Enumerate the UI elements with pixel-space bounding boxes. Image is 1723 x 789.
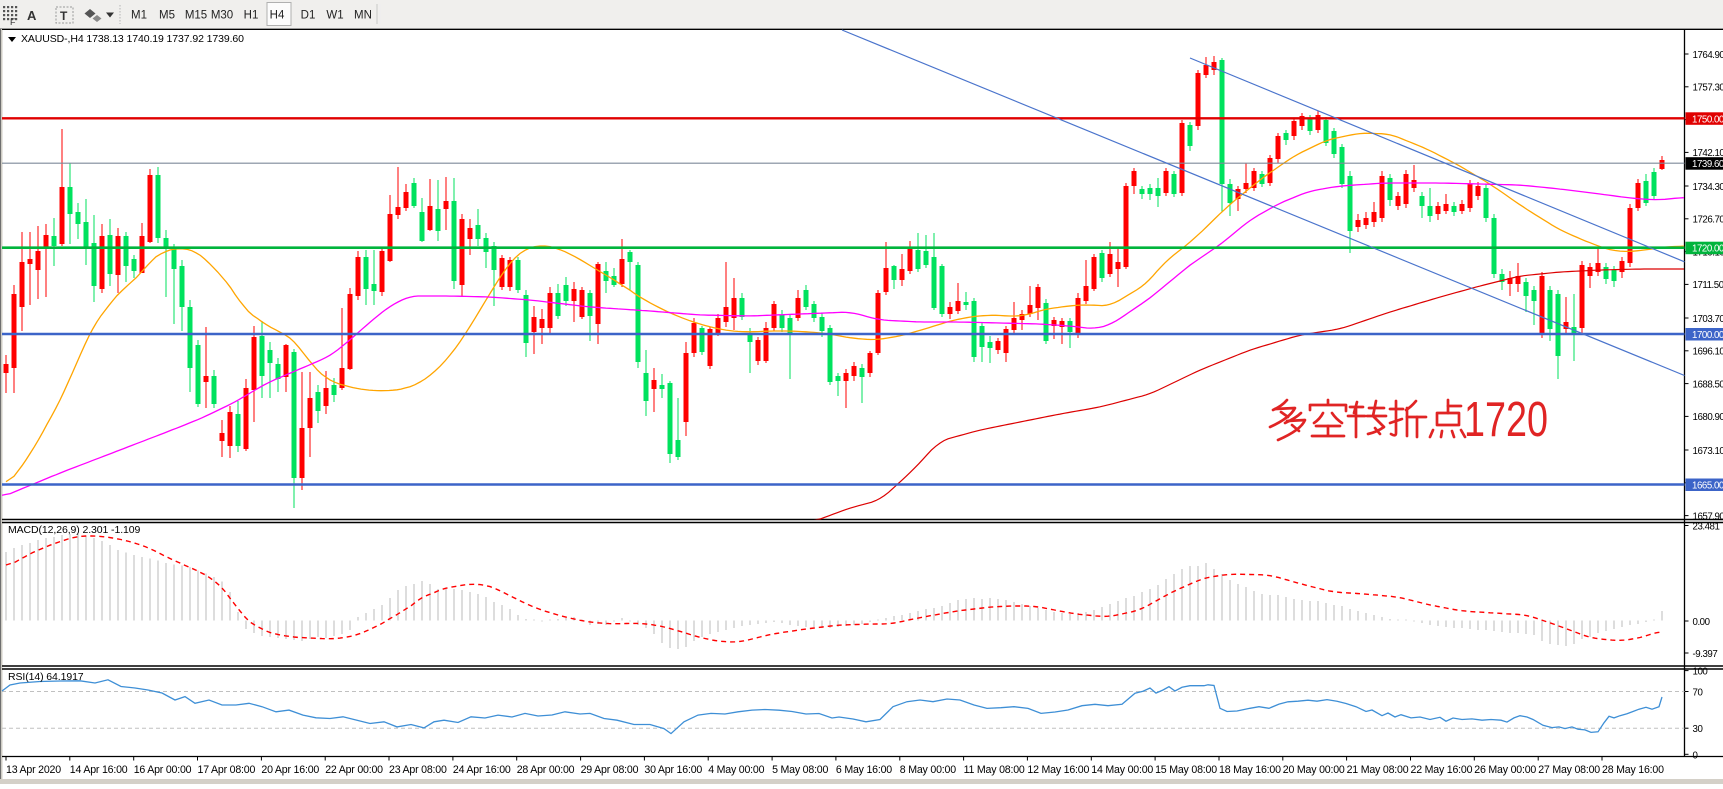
svg-text:1720: 1720	[1464, 393, 1548, 447]
svg-text:M5: M5	[159, 10, 175, 22]
svg-text:26 May 00:00: 26 May 00:00	[1474, 764, 1536, 776]
svg-text:MN: MN	[354, 10, 372, 22]
svg-text:21 May 08:00: 21 May 08:00	[1347, 764, 1409, 776]
svg-text:100: 100	[1693, 667, 1709, 678]
svg-text:0.00: 0.00	[1693, 617, 1711, 628]
svg-text:M1: M1	[131, 10, 147, 22]
svg-text:H4: H4	[270, 10, 285, 22]
svg-text:-9.397: -9.397	[1693, 649, 1718, 660]
svg-text:D1: D1	[301, 10, 316, 22]
svg-text:1700.00: 1700.00	[1692, 330, 1723, 341]
svg-text:29 Apr 08:00: 29 Apr 08:00	[581, 764, 639, 776]
svg-text:RSI(14) 64.1917: RSI(14) 64.1917	[8, 671, 84, 683]
svg-text:20 Apr 16:00: 20 Apr 16:00	[261, 764, 319, 776]
svg-text:1757.30: 1757.30	[1693, 83, 1723, 94]
svg-text:4 May 00:00: 4 May 00:00	[708, 764, 764, 776]
svg-text:28 May 16:00: 28 May 16:00	[1602, 764, 1664, 776]
svg-text:23.481: 23.481	[1693, 522, 1720, 533]
svg-text:8 May 00:00: 8 May 00:00	[900, 764, 956, 776]
svg-text:1764.90: 1764.90	[1693, 50, 1723, 61]
svg-text:1665.00: 1665.00	[1692, 481, 1723, 492]
svg-text:14 Apr 16:00: 14 Apr 16:00	[70, 764, 128, 776]
svg-text:M15: M15	[185, 10, 207, 22]
svg-text:1750.00: 1750.00	[1692, 114, 1723, 125]
svg-text:H1: H1	[244, 10, 259, 22]
svg-text:M30: M30	[211, 10, 233, 22]
svg-text:1703.70: 1703.70	[1693, 314, 1723, 325]
svg-text:MACD(12,26,9) 2.301 -1.109: MACD(12,26,9) 2.301 -1.109	[8, 524, 140, 536]
svg-text:17 Apr 08:00: 17 Apr 08:00	[198, 764, 256, 776]
svg-text:11 May 08:00: 11 May 08:00	[964, 764, 1025, 776]
svg-text:24 Apr 16:00: 24 Apr 16:00	[453, 764, 511, 776]
svg-text:A: A	[27, 8, 37, 23]
svg-text:28 Apr 00:00: 28 Apr 00:00	[517, 764, 575, 776]
svg-text:T: T	[60, 9, 68, 23]
svg-text:1739.60: 1739.60	[1692, 159, 1723, 170]
svg-text:23 Apr 08:00: 23 Apr 08:00	[389, 764, 447, 776]
svg-text:15 May 08:00: 15 May 08:00	[1155, 764, 1217, 776]
svg-text:30: 30	[1693, 724, 1704, 735]
svg-text:22 May 16:00: 22 May 16:00	[1411, 764, 1473, 776]
svg-text:1673.10: 1673.10	[1693, 446, 1723, 457]
svg-text:20 May 00:00: 20 May 00:00	[1283, 764, 1345, 776]
svg-text:1720.00: 1720.00	[1692, 244, 1723, 255]
svg-text:12 May 16:00: 12 May 16:00	[1027, 764, 1089, 776]
svg-text:6 May 16:00: 6 May 16:00	[836, 764, 892, 776]
svg-text:F: F	[10, 17, 16, 27]
svg-text:1726.70: 1726.70	[1693, 215, 1723, 226]
svg-text:1680.90: 1680.90	[1693, 412, 1723, 423]
svg-text:22 Apr 00:00: 22 Apr 00:00	[325, 764, 383, 776]
svg-text:1711.50: 1711.50	[1693, 280, 1723, 291]
svg-text:16 Apr 00:00: 16 Apr 00:00	[134, 764, 192, 776]
svg-text:1734.30: 1734.30	[1693, 182, 1723, 193]
svg-text:13 Apr 2020: 13 Apr 2020	[6, 764, 61, 776]
svg-text:30 Apr 16:00: 30 Apr 16:00	[644, 764, 702, 776]
svg-text:1688.50: 1688.50	[1693, 379, 1723, 390]
svg-text:14 May 00:00: 14 May 00:00	[1091, 764, 1153, 776]
svg-text:1696.10: 1696.10	[1693, 347, 1723, 358]
svg-text:W1: W1	[326, 10, 343, 22]
svg-text:XAUUSD-,H4 1738.13 1740.19 17: XAUUSD-,H4 1738.13 1740.19 1737.92 1739.…	[21, 33, 244, 45]
svg-text:18 May 16:00: 18 May 16:00	[1219, 764, 1281, 776]
svg-text:27 May 08:00: 27 May 08:00	[1538, 764, 1600, 776]
svg-text:5 May 08:00: 5 May 08:00	[772, 764, 828, 776]
svg-text:70: 70	[1693, 688, 1704, 699]
